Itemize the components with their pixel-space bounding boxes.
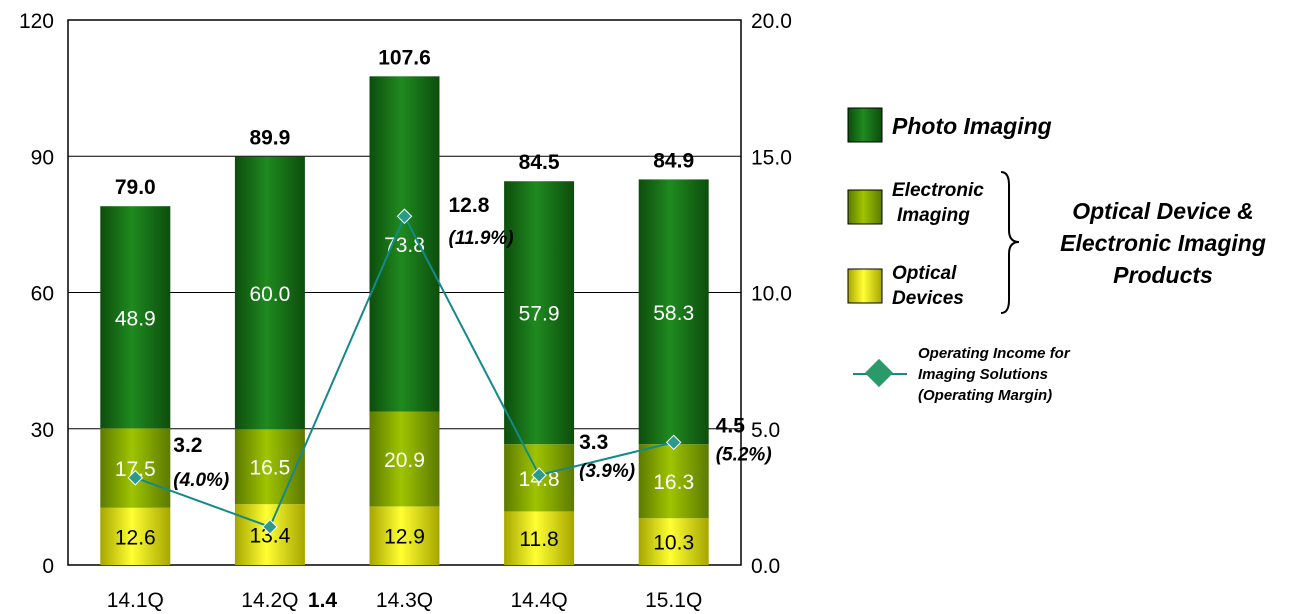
total-label: 84.5 [519,151,560,174]
y2-tick-label: 0.0 [751,555,780,578]
y-tick-label: 120 [19,10,54,33]
y2-tick-label: 10.0 [751,283,792,306]
total-label: 79.0 [115,176,156,199]
bar-segment [100,206,171,429]
legend-marker-diamond-icon [864,358,894,388]
bar-segment [369,411,440,507]
x-tick-label: 14.3Q [376,589,433,612]
y-tick-label: 30 [31,419,54,442]
y-axis-right: 0.0 5.0 10.0 15.0 20.0 [751,10,792,578]
bar-segment [638,179,709,445]
x-tick-label: 14.1Q [107,589,164,612]
bar-segment [100,507,171,565]
bar-segment [504,511,575,565]
legend-group-line1: Optical Device & [1072,198,1254,224]
legend-swatch-optical [847,268,883,304]
segment-value-label: 48.9 [115,307,156,330]
segment-value-label: 17.5 [115,458,156,481]
x-tick-label: 14.4Q [510,589,567,612]
legend-label-electronic-line1: Electronic [892,180,984,201]
legend-line-label-2: Imaging Solutions [918,366,1048,383]
y2-tick-label: 15.0 [751,146,792,169]
legend-swatch-photo [847,107,883,143]
y2-tick-label: 20.0 [751,10,792,33]
operating-income-label: 1.4 [308,589,338,612]
legend-label-electronic-line2: Imaging [897,205,970,226]
operating-income-label: 4.5 [716,414,746,437]
line-marker [531,467,547,483]
segment-value-label: 12.9 [384,526,425,549]
operating-income-label: 3.3 [579,431,608,454]
segment-value-label: 60.0 [249,283,290,306]
operating-income-line: 3.2(4.0%)1.4(1.5%)12.8(11.9%)3.3(3.9%)4.… [127,194,772,612]
segment-value-label: 16.3 [653,471,694,494]
line-marker [262,519,278,535]
total-label: 107.6 [378,46,431,69]
segment-value-label: 13.4 [249,525,290,548]
legend-label-optical-line1: Optical [892,263,957,284]
legend-label-photo: Photo Imaging [892,113,1052,139]
segment-value-label: 58.3 [653,302,694,325]
legend-swatch-electronic [847,189,883,225]
operating-margin-label: (3.9%) [579,461,635,482]
line-marker [396,208,413,224]
segment-value-label: 16.5 [249,457,290,480]
segment-value-label: 12.6 [115,526,156,549]
bar-segment [369,76,440,412]
total-label: 89.9 [249,127,290,150]
segment-value-label: 57.9 [519,303,560,326]
y2-tick-label: 5.0 [751,419,780,442]
x-tick-label: 14.2Q [241,589,298,612]
y-tick-label: 90 [31,146,54,169]
legend-line-label-3: (Operating Margin) [918,387,1052,404]
bar-segment [234,429,305,505]
bar-segment [638,518,709,565]
y-axis-left: 0 30 60 90 120 [19,10,54,578]
legend-group-line3: Products [1113,262,1213,288]
legend-label-optical-line2: Devices [892,288,964,309]
segment-value-label: 11.8 [519,528,558,551]
bar-segment [638,444,709,519]
bar-segment [234,156,305,430]
y-tick-label: 60 [31,283,54,306]
x-axis: 14.1Q 14.2Q 14.3Q 14.4Q 15.1Q [107,589,703,612]
bars: 12.6 17.5 48.9 79.0 13.4 16.5 60.0 89.9 12.9 20.9… [100,46,709,565]
total-label: 84.9 [653,149,694,172]
operating-income-label: 3.2 [173,434,202,457]
bar-segment [100,428,171,508]
line-marker [127,470,144,486]
operating-income-label: 12.8 [449,194,490,217]
x-tick-label: 15.1Q [645,589,702,612]
bar-segment [369,506,440,565]
segment-value-label: 20.9 [384,449,425,472]
operating-margin-label: (11.9%) [449,228,514,249]
legend: Photo Imaging Electronic Imaging Optical… [847,107,1266,404]
line-marker [665,434,682,451]
bar-segment [504,181,575,445]
segment-value-label: 10.3 [653,532,694,555]
operating-margin-label: (5.2%) [716,444,772,465]
legend-line-label-1: Operating Income for [918,345,1071,362]
y-tick-label: 0 [42,555,54,578]
legend-group-line2: Electronic Imaging [1060,230,1266,256]
operating-margin-label: (4.0%) [173,470,229,491]
legend-brace [1000,171,1020,314]
